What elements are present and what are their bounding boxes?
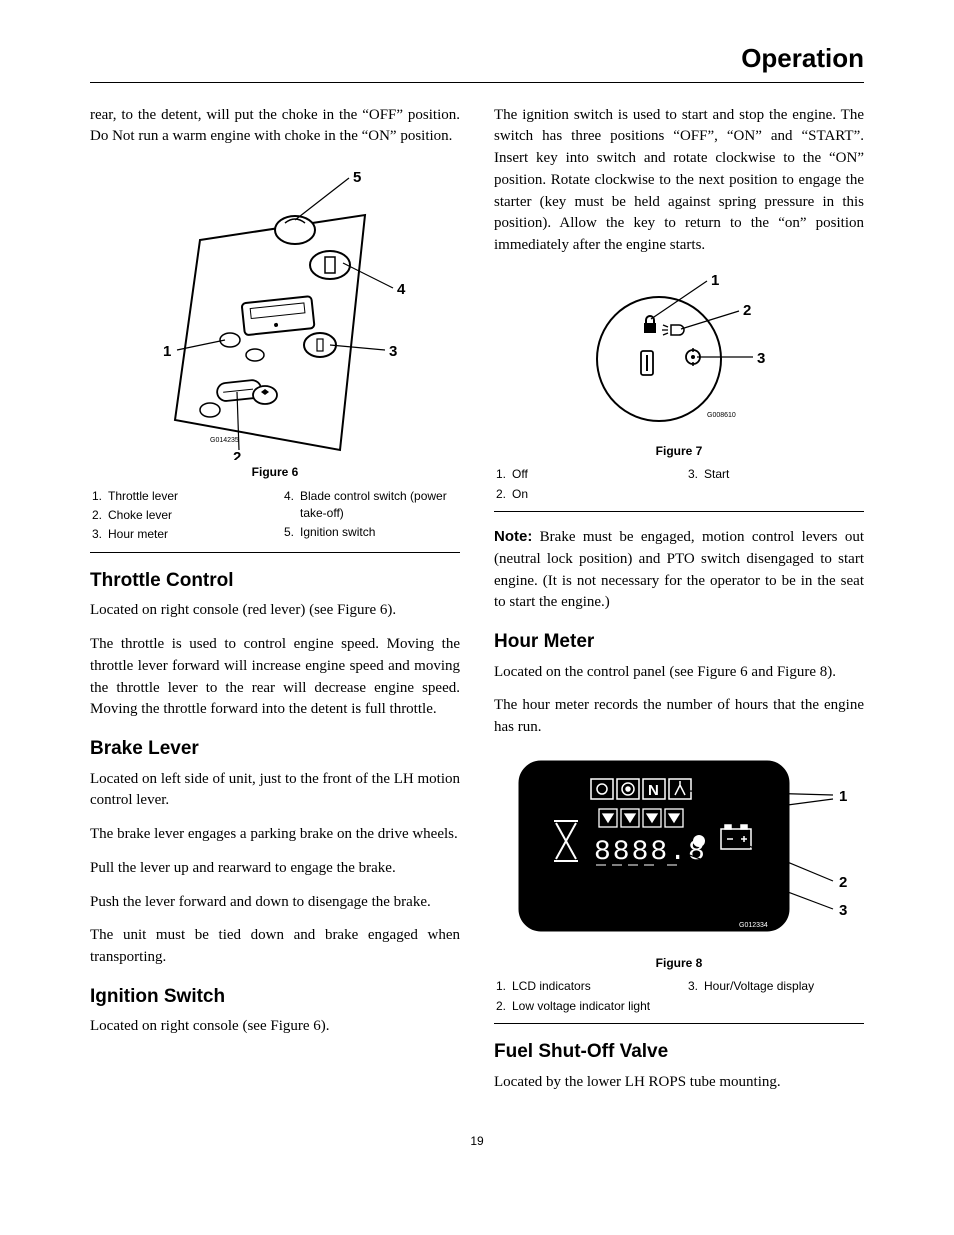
figure-8-callout-1: 1 (839, 788, 847, 805)
legend-item: 3.Hour meter (90, 526, 268, 543)
brake-p2: The brake lever engages a parking brake … (90, 824, 460, 846)
figure-6-svg: G014235 5 4 3 1 2 (125, 160, 425, 460)
legend-item: 5.Ignition switch (282, 524, 460, 541)
ignition-description: The ignition switch is used to start and… (494, 105, 864, 257)
figure-6-callout-5: 5 (353, 169, 361, 186)
figure-6-partlabel: G014235 (210, 437, 239, 444)
brake-p4: Push the lever forward and down to disen… (90, 892, 460, 914)
note-paragraph: Note: Brake must be engaged, motion cont… (494, 526, 864, 614)
ignition-heading: Ignition Switch (90, 983, 460, 1011)
figure-7-legend: 1.Off 2.On 3.Start (494, 466, 864, 505)
hourmeter-p1: Located on the control panel (see Figure… (494, 662, 864, 684)
left-column: rear, to the detent, will put the choke … (90, 105, 460, 1106)
throttle-p1: Located on right console (red lever) (se… (90, 600, 460, 622)
separator (90, 552, 460, 553)
svg-text:N: N (648, 782, 659, 799)
figure-7-svg: G008610 1 2 3 (539, 269, 819, 439)
figure-8-legend: 1.LCD indicators 2.Low voltage indicator… (494, 978, 864, 1017)
figure-7-partlabel: G008610 (707, 412, 736, 419)
brake-p1: Located on left side of unit, just to th… (90, 769, 460, 813)
section-title: Operation (90, 40, 864, 78)
intro-paragraph: rear, to the detent, will put the choke … (90, 105, 460, 149)
legend-item: 2.On (494, 486, 672, 503)
figure-6-legend-col-b: 4.Blade control switch (power take-off) … (282, 488, 460, 546)
brake-p3: Pull the lever up and rearward to engage… (90, 858, 460, 880)
figure-6: G014235 5 4 3 1 2 Figure 6 (90, 160, 460, 481)
ignition-p1: Located on right console (see Figure 6). (90, 1016, 460, 1038)
figure-7-callout-3: 3 (757, 350, 765, 367)
legend-item: 1.Off (494, 466, 672, 483)
legend-item: 3.Hour/Voltage display (686, 978, 864, 995)
note-label: Note: (494, 528, 532, 545)
legend-item: 1.LCD indicators (494, 978, 672, 995)
figure-8-caption: Figure 8 (494, 955, 864, 972)
legend-item: 4.Blade control switch (power take-off) (282, 488, 460, 523)
fuel-heading: Fuel Shut-Off Valve (494, 1038, 864, 1066)
figure-7-caption: Figure 7 (494, 443, 864, 460)
two-column-layout: rear, to the detent, will put the choke … (90, 105, 864, 1106)
throttle-p2: The throttle is used to control engine s… (90, 634, 460, 721)
right-column: The ignition switch is used to start and… (494, 105, 864, 1106)
figure-6-callout-1: 1 (163, 343, 171, 360)
figure-8: N (494, 751, 864, 972)
figure-8-callout-3: 3 (839, 902, 847, 919)
figure-8-legend-col-a: 1.LCD indicators 2.Low voltage indicator… (494, 978, 672, 1017)
figure-8-partlabel: G012334 (739, 922, 768, 929)
legend-item: 1.Throttle lever (90, 488, 268, 505)
note-text: Brake must be engaged, motion control le… (494, 529, 864, 610)
figure-7-callout-2: 2 (743, 302, 751, 319)
brake-p5: The unit must be tied down and brake eng… (90, 925, 460, 969)
brake-heading: Brake Lever (90, 735, 460, 763)
legend-item: 3.Start (686, 466, 864, 483)
throttle-heading: Throttle Control (90, 567, 460, 595)
figure-7-legend-col-b: 3.Start (686, 466, 864, 505)
figure-8-legend-col-b: 3.Hour/Voltage display (686, 978, 864, 1017)
figure-6-callout-4: 4 (397, 281, 406, 298)
figure-6-caption: Figure 6 (90, 464, 460, 481)
hourmeter-p2: The hour meter records the number of hou… (494, 695, 864, 739)
legend-item: 2.Low voltage indicator light (494, 998, 672, 1015)
figure-6-callout-3: 3 (389, 343, 397, 360)
figure-7-legend-col-a: 1.Off 2.On (494, 466, 672, 505)
separator (494, 511, 864, 512)
page-number: 19 (90, 1133, 864, 1150)
figure-6-callout-2: 2 (233, 449, 241, 460)
fuel-p1: Located by the lower LH ROPS tube mounti… (494, 1072, 864, 1094)
page-header: Operation (90, 40, 864, 83)
hour-display: 8888.8 (594, 837, 707, 868)
separator (494, 1023, 864, 1024)
figure-8-callout-2: 2 (839, 874, 847, 891)
figure-7-callout-1: 1 (711, 272, 719, 289)
legend-item: 2.Choke lever (90, 507, 268, 524)
figure-6-legend: 1.Throttle lever 2.Choke lever 3.Hour me… (90, 488, 460, 546)
figure-6-legend-col-a: 1.Throttle lever 2.Choke lever 3.Hour me… (90, 488, 268, 546)
hourmeter-heading: Hour Meter (494, 628, 864, 656)
figure-7: G008610 1 2 3 Figure 7 (494, 269, 864, 460)
figure-8-svg: N (499, 751, 859, 951)
